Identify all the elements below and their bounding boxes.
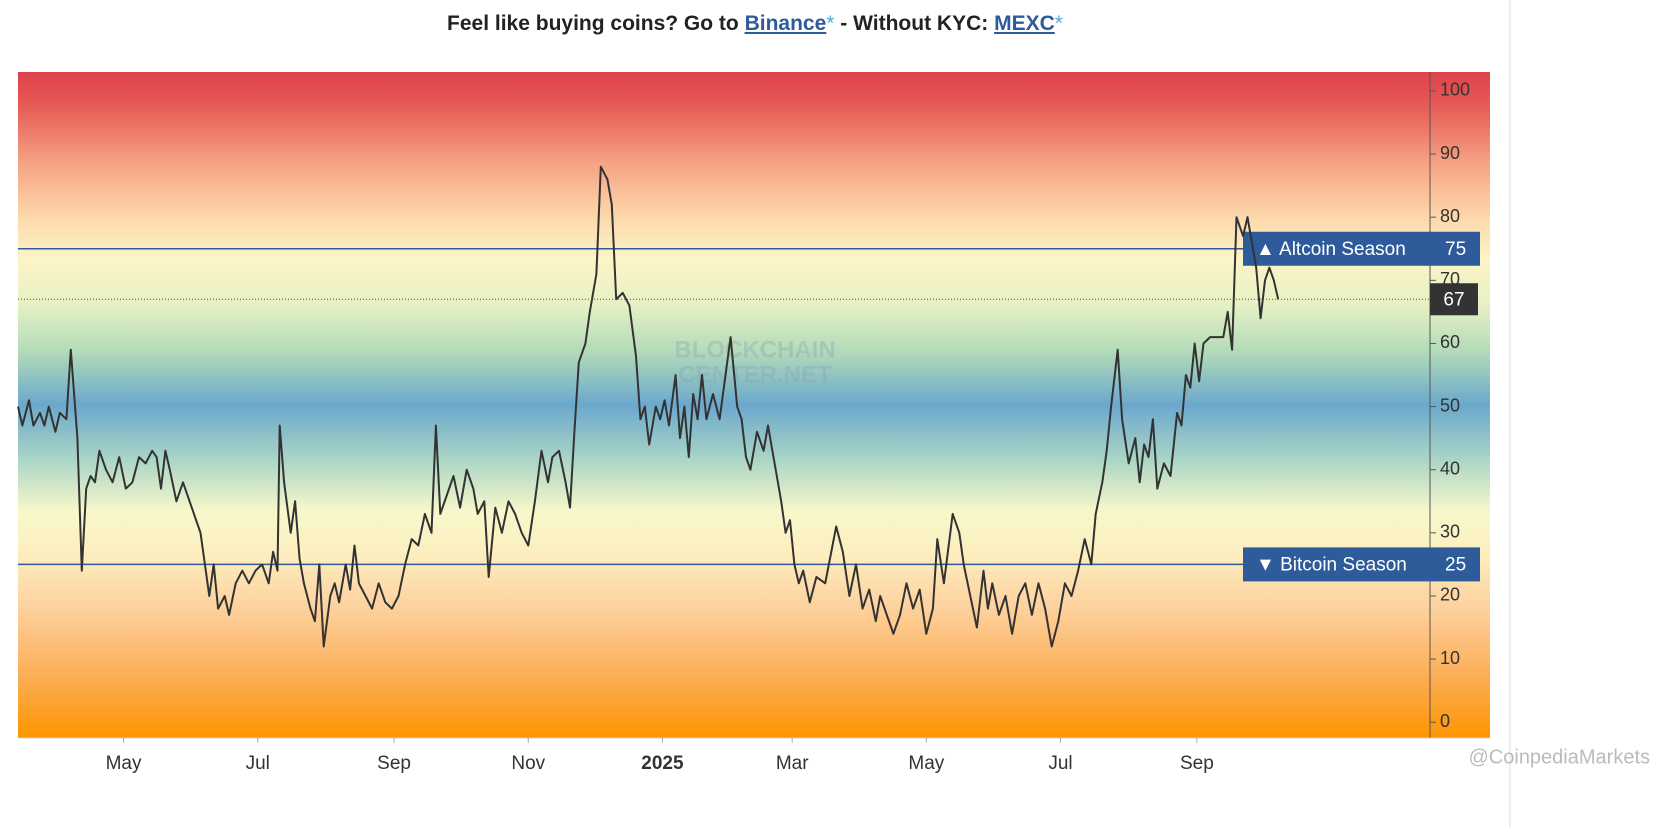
x-tick-label: May — [908, 753, 944, 774]
watermark: BLOCKCHAIN — [674, 336, 835, 363]
y-tick-label: 20 — [1440, 585, 1460, 605]
season-label: ▼ Bitcoin Season — [1256, 554, 1407, 575]
index-line — [17, 165, 1280, 648]
last-value-label: 67 — [1443, 289, 1464, 310]
y-tick-label: 100 — [1440, 80, 1470, 100]
season-value: 25 — [1445, 554, 1466, 575]
y-tick-label: 90 — [1440, 143, 1460, 163]
header: Feel like buying coins? Go to Binance* -… — [0, 12, 1510, 36]
x-tick-label: Jul — [1048, 753, 1072, 774]
watermark: CENTER.NET — [678, 361, 832, 388]
y-tick-label: 60 — [1440, 332, 1460, 352]
y-tick-label: 50 — [1440, 395, 1460, 415]
y-tick-label: 10 — [1440, 648, 1460, 668]
x-tick-label: May — [106, 753, 142, 774]
y-tick-label: 30 — [1440, 522, 1460, 542]
last-value-badge — [1430, 283, 1478, 316]
season-label: ▲ Altcoin Season — [1256, 239, 1406, 260]
x-tick-label: 2025 — [641, 753, 684, 774]
y-tick-label: 80 — [1440, 206, 1460, 226]
binance-link[interactable]: Binance — [744, 12, 827, 35]
x-tick-label: Sep — [1180, 753, 1214, 774]
y-tick-label: 0 — [1440, 711, 1450, 731]
x-tick-label: Nov — [511, 753, 545, 774]
asterisk: * — [1054, 12, 1063, 35]
x-tick-label: Sep — [377, 753, 411, 774]
season-badge — [1243, 547, 1480, 582]
credit: @CoinpediaMarkets — [1469, 746, 1651, 768]
asterisk: * — [826, 12, 835, 35]
season-badge — [1243, 231, 1480, 266]
season-value: 75 — [1445, 239, 1466, 260]
mexc-link[interactable]: MEXC — [994, 12, 1055, 35]
y-tick-label: 40 — [1440, 458, 1460, 478]
header-text: - Without KYC: — [834, 12, 995, 35]
header-text: Feel like buying coins? Go to — [447, 12, 745, 35]
x-tick-label: Jul — [246, 753, 270, 774]
x-tick-label: Mar — [776, 753, 809, 774]
plot-background — [18, 72, 1490, 738]
